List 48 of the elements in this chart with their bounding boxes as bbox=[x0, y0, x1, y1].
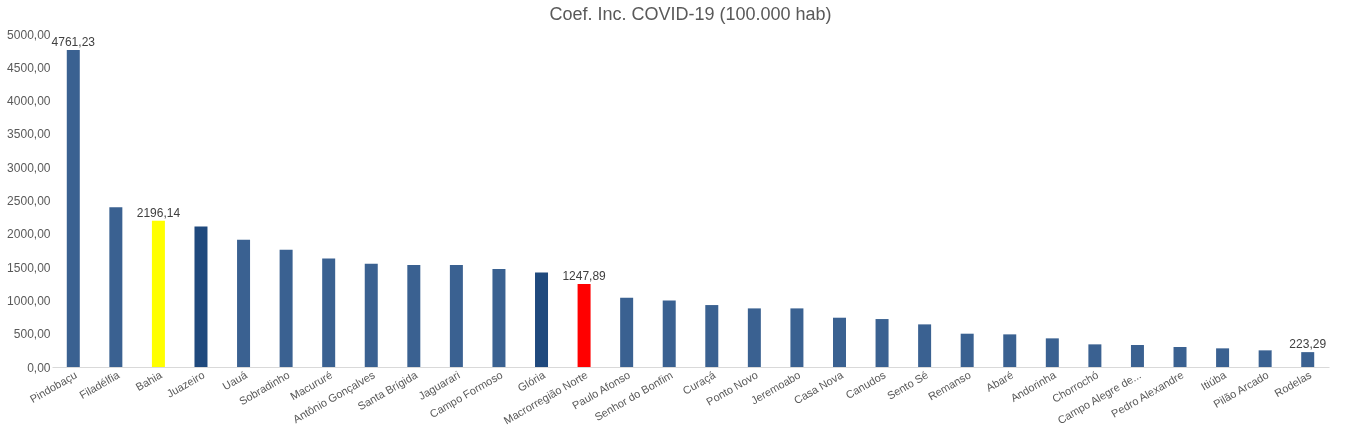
bar bbox=[407, 265, 421, 367]
bar bbox=[960, 333, 974, 367]
y-tick-label: 4500,00 bbox=[7, 60, 51, 75]
y-tick-label: 2000,00 bbox=[7, 227, 51, 242]
y-tick-label: 3500,00 bbox=[7, 127, 51, 142]
bar bbox=[1173, 347, 1187, 367]
bar bbox=[1216, 348, 1230, 367]
bar bbox=[620, 297, 634, 367]
data-label: 2196,14 bbox=[136, 205, 181, 220]
bar bbox=[705, 305, 719, 367]
bar bbox=[364, 263, 378, 367]
data-label: 223,29 bbox=[1289, 337, 1327, 352]
y-tick-label: 4000,00 bbox=[7, 94, 51, 109]
chart-title: Coef. Inc. COVID-19 (100.000 hab) bbox=[549, 4, 832, 24]
bar bbox=[1130, 345, 1144, 367]
bar bbox=[109, 207, 123, 367]
bar bbox=[1258, 350, 1272, 367]
bar bbox=[747, 308, 761, 367]
y-tick-label: 3000,00 bbox=[7, 160, 51, 175]
bar bbox=[194, 226, 208, 367]
bar bbox=[1088, 344, 1102, 367]
bar bbox=[1301, 352, 1315, 367]
bar bbox=[237, 239, 251, 367]
y-tick-label: 5000,00 bbox=[7, 27, 51, 42]
bar bbox=[875, 319, 889, 367]
bar bbox=[492, 269, 506, 367]
bar bbox=[1045, 338, 1059, 367]
bar bbox=[535, 272, 549, 367]
bar bbox=[66, 49, 80, 367]
bar bbox=[662, 300, 676, 367]
y-tick-label: 500,00 bbox=[13, 327, 51, 342]
bar bbox=[918, 324, 932, 367]
bar bbox=[322, 258, 336, 367]
bar bbox=[279, 249, 293, 367]
x-tick-label: Bahia bbox=[133, 368, 165, 394]
y-tick-label: 0,00 bbox=[27, 360, 51, 375]
x-tick-label: Itiúba bbox=[1198, 368, 1229, 393]
y-tick-label: 1000,00 bbox=[7, 293, 51, 308]
bar bbox=[832, 317, 846, 367]
bar bbox=[449, 265, 463, 367]
data-label: 4761,23 bbox=[51, 34, 96, 49]
bar bbox=[790, 308, 804, 367]
bar bbox=[577, 283, 591, 367]
bar bbox=[151, 220, 165, 367]
y-tick-label: 2500,00 bbox=[7, 194, 51, 208]
bar bbox=[1003, 334, 1017, 367]
y-tick-label: 1500,00 bbox=[7, 260, 51, 275]
data-label: 1247,89 bbox=[562, 268, 607, 283]
